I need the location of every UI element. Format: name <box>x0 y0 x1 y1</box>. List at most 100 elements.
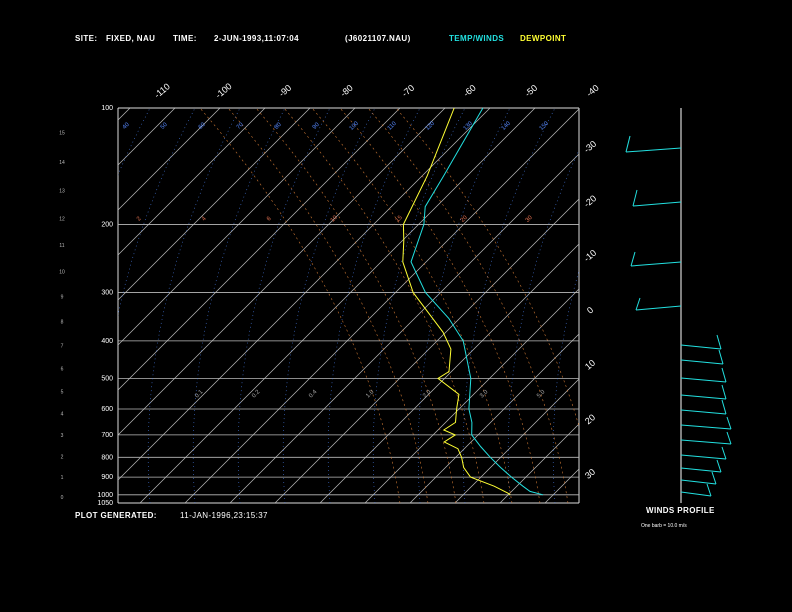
isotherm <box>118 108 356 346</box>
mixing-ratio-label-0.4: 0.4 <box>308 389 319 400</box>
isotherm <box>680 108 792 503</box>
dry-adiabat <box>417 108 511 503</box>
moist-adiabat <box>311 108 513 503</box>
moist-adiabat <box>367 108 569 503</box>
top-temp-tick--40: -40 <box>584 83 600 99</box>
isotherm <box>118 108 446 436</box>
wind-barb <box>680 409 727 415</box>
pressure-tick-300: 300 <box>101 290 113 297</box>
top-temp-tick--100: -100 <box>213 81 233 100</box>
wind-barb-flag <box>721 367 727 383</box>
temperature-line <box>410 108 544 496</box>
height-tick-3: 3 <box>61 433 64 439</box>
winds-profile <box>625 108 732 503</box>
isotherm <box>319 243 579 503</box>
right-temp-tick--30: -30 <box>582 139 598 155</box>
time-value: 2-JUN-1993,11:07:04 <box>214 34 299 43</box>
moist-adiabat <box>283 108 485 503</box>
height-tick-13: 13 <box>59 189 65 195</box>
right-temp-tick--10: -10 <box>582 248 598 264</box>
right-temp-tick-10: 10 <box>583 358 597 372</box>
height-tick-1: 1 <box>61 475 64 481</box>
isotherm <box>725 108 792 503</box>
dry-adiabat <box>552 269 579 503</box>
isotherms <box>0 108 792 503</box>
height-tick-4: 4 <box>61 412 64 418</box>
dry-adiabat-label-80: 80 <box>274 121 283 130</box>
dry-adiabat-label-90: 90 <box>312 121 321 130</box>
isotherm <box>274 198 579 503</box>
dry-adiabat-label-110: 110 <box>387 120 398 131</box>
isotherm <box>635 108 792 503</box>
height-tick-14: 14 <box>59 160 65 166</box>
wind-barb-flag <box>716 334 722 350</box>
height-tick-2: 2 <box>61 454 64 460</box>
plot-generated-value: 11-JAN-1996,23:15:37 <box>180 511 268 520</box>
dry-adiabat-label-120: 120 <box>425 120 437 132</box>
pressure-tick-400: 400 <box>101 338 113 345</box>
wind-barb-flag <box>726 416 732 430</box>
dry-adiabat <box>372 108 466 503</box>
mixing-ratio-label-1.0: 1.0 <box>365 389 376 400</box>
file-name: (J6021107.NAU) <box>345 34 411 43</box>
winds-barb-note: One barb = 10.0 m/s <box>641 523 687 529</box>
mixing-ratio-label-6: 6 <box>266 216 273 223</box>
wind-barb <box>632 201 682 207</box>
isotherm <box>229 153 579 503</box>
height-tick-5: 5 <box>61 389 64 395</box>
right-temp-tick-20: 20 <box>583 412 597 426</box>
isotherm <box>409 333 579 503</box>
top-temp-tick--60: -60 <box>461 83 477 99</box>
pressure-tick-1000: 1000 <box>97 492 113 499</box>
height-tick-9: 9 <box>61 295 64 301</box>
dry-adiabat <box>507 149 579 503</box>
wind-barb-flag <box>716 459 722 473</box>
pressure-tick-700: 700 <box>101 432 113 439</box>
wind-barb <box>680 491 712 497</box>
dry-adiabat-label-100: 100 <box>349 120 361 132</box>
mixing-ratio-label-5.0: 5.0 <box>536 389 547 400</box>
mixing-ratio-label-4: 4 <box>201 216 208 223</box>
isotherm <box>364 288 579 503</box>
isotherm <box>590 108 792 503</box>
dry-adiabat <box>192 108 286 503</box>
wind-barb-flag <box>721 399 727 415</box>
height-tick-0: 0 <box>61 495 64 501</box>
wind-barb-flag <box>630 251 636 267</box>
isotherm <box>544 468 579 503</box>
mixing-ratio-label-15: 15 <box>395 214 404 223</box>
wind-barb-flag <box>632 189 638 207</box>
height-tick-15: 15 <box>59 130 65 136</box>
isotherm <box>118 108 176 166</box>
wind-barb <box>680 377 727 383</box>
top-temp-tick--50: -50 <box>523 83 539 99</box>
isotherm <box>118 108 131 121</box>
dry-adiabat-label-50: 50 <box>160 121 169 130</box>
wind-barb <box>680 359 724 365</box>
isotherm <box>118 108 311 301</box>
moist-adiabat <box>227 108 429 503</box>
wind-barb-flag <box>635 297 641 311</box>
isotherm <box>118 108 266 256</box>
mixing-ratio-label-30: 30 <box>525 214 534 223</box>
isotherm <box>0 108 40 503</box>
chart-series <box>402 108 544 496</box>
pressure-tick-600: 600 <box>101 406 113 413</box>
wind-barb <box>680 467 722 473</box>
dry-adiabat <box>147 108 241 503</box>
dry-adiabat-label-40: 40 <box>122 121 131 130</box>
pressure-tick-800: 800 <box>101 454 113 461</box>
isotherm <box>139 108 536 503</box>
isotherm <box>770 108 792 503</box>
wind-barb <box>680 424 732 430</box>
height-tick-8: 8 <box>61 319 64 325</box>
height-tick-6: 6 <box>61 367 64 373</box>
mixing-ratio-label-2: 2 <box>136 216 143 223</box>
isotherm <box>118 108 491 481</box>
wind-barb <box>635 305 682 311</box>
mixing-ratio-label-0.2: 0.2 <box>251 389 262 400</box>
mixing-ratio-label-3.0: 3.0 <box>479 389 490 400</box>
top-temp-tick--90: -90 <box>277 83 293 99</box>
pressure-tick-900: 900 <box>101 474 113 481</box>
